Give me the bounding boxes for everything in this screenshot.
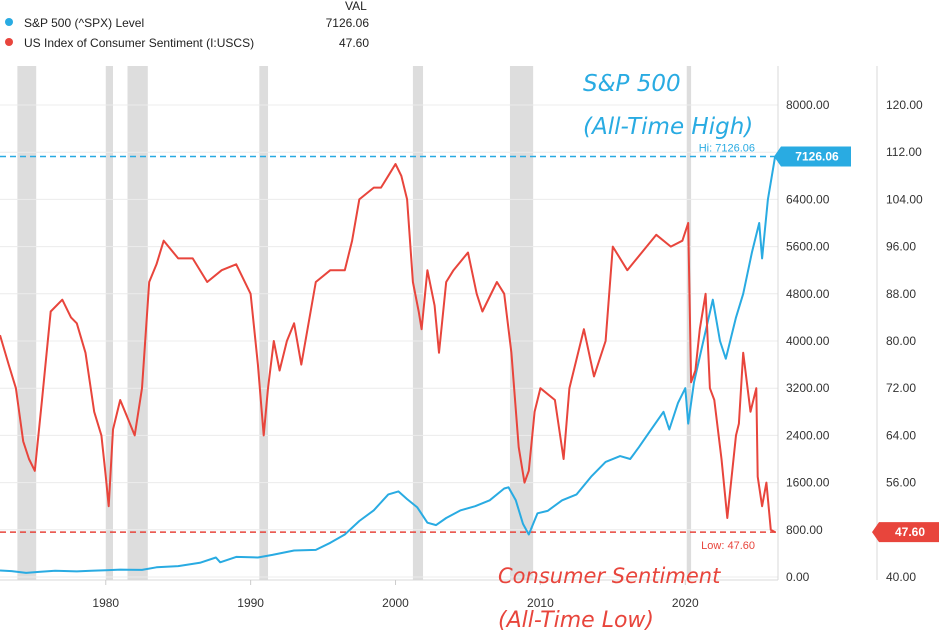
legend-dot-sp500 [5,18,13,26]
left-axis-tick: 5600.00 [786,240,830,254]
left-axis-tick: 4800.00 [786,287,830,301]
annotation-sp500-title: S&P 500 [583,71,681,97]
right-axis-tick: 64.00 [886,428,916,442]
right-axis-tick: 72.00 [886,381,916,395]
left-axis-tick: 800.00 [786,523,823,537]
x-axis-tick: 2020 [672,596,699,610]
recession-band-6 [686,66,692,580]
left-axis-tick: 4000.00 [786,334,830,348]
reference-lines: Hi: 7126.06 Low: 47.60 [0,143,778,552]
sp500-reference-label: Hi: 7126.06 [699,143,755,155]
sp500-line [0,156,777,574]
recession-band-5 [509,66,534,580]
annotation-sentiment-title: Consumer Sentiment [498,564,721,588]
x-axis-tick: 1980 [92,596,119,610]
legend-dot-sentiment [5,38,13,46]
tick-labels: 8000.007200.006400.005600.004800.004000.… [92,98,923,610]
recession-band-0 [17,66,37,580]
sentiment-value-badge-text: 47.60 [895,525,925,539]
x-axis-tick: 2000 [382,596,409,610]
value-badges: 7126.06 47.60 [774,146,939,543]
right-axis-tick: 80.00 [886,334,916,348]
recession-band-2 [127,66,148,580]
legend-value-sp500: 7126.06 [326,16,370,30]
series [0,156,777,574]
recession-band-3 [259,66,269,580]
left-axis-tick: 0.00 [786,570,810,584]
grid-lines [0,104,778,578]
right-axis-tick: 96.00 [886,240,916,254]
x-axis-tick: 2010 [527,596,554,610]
left-axis-tick: 2400.00 [786,428,830,442]
left-axis-tick: 6400.00 [786,192,830,206]
legend-label-sp500: S&P 500 (^SPX) Level [24,16,144,30]
legend: VAL S&P 500 (^SPX) Level 7126.06 US Inde… [5,0,369,50]
sp500-value-badge-text: 7126.06 [795,150,839,164]
right-axis-tick: 40.00 [886,570,916,584]
annotations: S&P 500 (All-Time High) Consumer Sentime… [498,71,753,633]
recession-bands [17,66,692,580]
recession-band-1 [105,66,114,580]
legend-label-sentiment: US Index of Consumer Sentiment (I:USCS) [24,36,254,50]
left-axis-tick: 3200.00 [786,381,830,395]
right-axis-tick: 88.00 [886,287,916,301]
sentiment-line [0,163,776,534]
legend-value-sentiment: 47.60 [339,36,369,50]
right-axis-tick: 56.00 [886,476,916,490]
right-axis-tick: 104.00 [886,192,923,206]
left-axis-tick: 1600.00 [786,476,830,490]
sentiment-reference-label: Low: 47.60 [701,540,755,552]
right-axis-tick: 112.00 [886,145,922,159]
recession-band-4 [412,66,424,580]
annotation-sp500-subtitle: (All-Time High) [583,114,753,140]
annotation-sentiment-subtitle: (All-Time Low) [498,608,654,633]
x-axis-tick: 1990 [237,596,264,610]
sentiment-value-badge [872,522,939,543]
sp500-value-badge [774,146,851,167]
right-axis-tick: 120.00 [886,98,923,112]
left-axis-tick: 8000.00 [786,98,830,112]
legend-header: VAL [345,0,367,13]
